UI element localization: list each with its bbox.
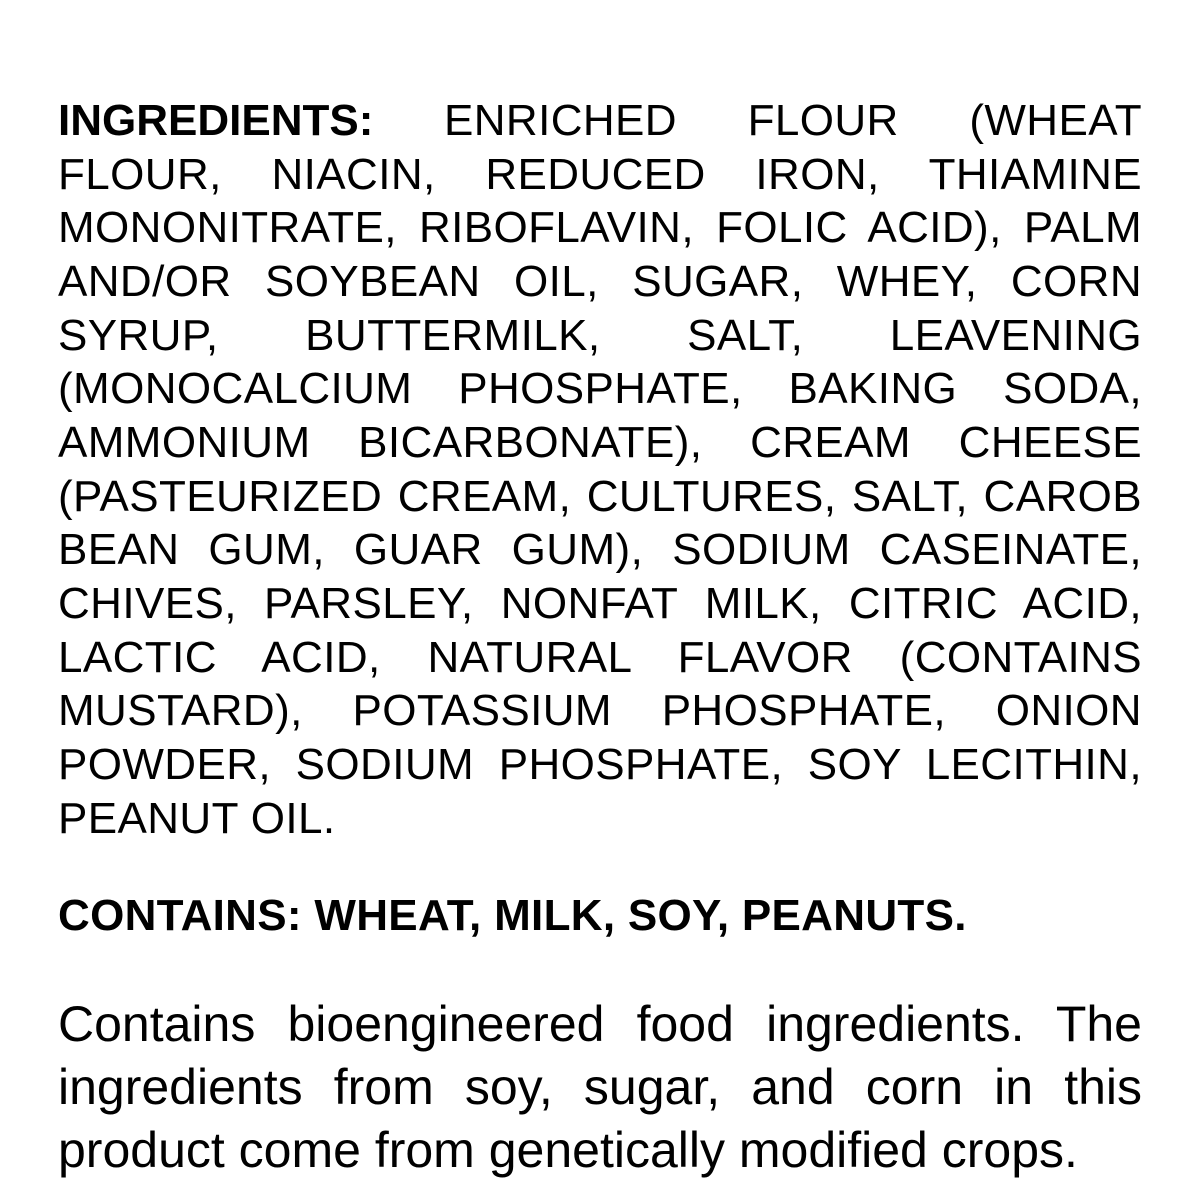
contains-line: CONTAINS: WHEAT, MILK, SOY, PEANUTS. bbox=[58, 889, 1142, 943]
bioengineered-notice: Contains bioengineered food ingredients.… bbox=[58, 993, 1142, 1182]
ingredients-body: ENRICHED FLOUR (WHEAT FLOUR, NIACIN, RED… bbox=[58, 96, 1142, 843]
ingredients-paragraph: INGREDIENTS: ENRICHED FLOUR (WHEAT FLOUR… bbox=[58, 94, 1142, 845]
ingredients-panel: INGREDIENTS: ENRICHED FLOUR (WHEAT FLOUR… bbox=[0, 0, 1200, 1200]
ingredients-label: INGREDIENTS: bbox=[58, 96, 373, 145]
